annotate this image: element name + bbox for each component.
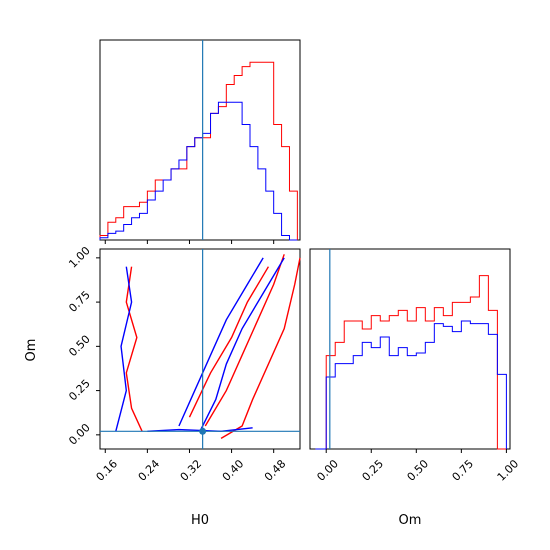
om-x-tick-label: 0.00 — [314, 457, 341, 484]
x-tick-label: 0.40 — [220, 457, 247, 484]
truth-point — [199, 427, 207, 435]
h0-histogram-panel — [99, 39, 301, 244]
h0-om-contour-panel: 0.16 0.24 0.32 0.40 0.48 0.00 0.25 0.50 0.75 1.00 — [66, 244, 301, 484]
y-tick-label: 0.75 — [66, 288, 93, 315]
x-axis-label-h0: H0 — [191, 513, 209, 528]
contour-line-6 — [115, 266, 133, 432]
contour-line-4 — [199, 257, 285, 432]
y-tick-label: 0.25 — [66, 377, 93, 404]
y-tick-label: 0.50 — [66, 333, 93, 360]
om-x-tick-label: 0.75 — [450, 457, 477, 484]
panel-frame-0 — [99, 39, 301, 241]
y-axis-label-om: Om — [24, 339, 39, 362]
x-tick-label: 0.48 — [262, 457, 289, 484]
panel-frame-2 — [309, 248, 511, 450]
contour-line-5 — [178, 257, 264, 427]
x-tick-label: 0.16 — [94, 457, 121, 484]
y-tick-label: 0.00 — [66, 421, 93, 448]
x-tick-label: 0.24 — [136, 457, 163, 484]
contour-line-1 — [204, 254, 285, 427]
x-tick-label: 0.32 — [178, 457, 205, 484]
y-tick-label: 1.00 — [66, 244, 93, 271]
histogram-series-0 — [99, 61, 298, 240]
om-histogram-panel: 0.00 0.25 0.50 0.75 1.00 — [309, 248, 522, 484]
histogram-series-1 — [315, 320, 507, 450]
om-x-tick-label: 0.50 — [405, 457, 432, 484]
panel-frame-1 — [99, 248, 301, 450]
histogram-series-0 — [315, 275, 507, 450]
om-x-tick-label: 1.00 — [495, 457, 522, 484]
contour-line-3 — [125, 266, 143, 432]
contour-line-0 — [220, 257, 301, 439]
x-axis-label-om: Om — [399, 513, 422, 528]
histogram-series-1 — [99, 101, 298, 241]
om-x-tick-label: 0.25 — [360, 457, 387, 484]
contour-line-2 — [188, 266, 270, 418]
